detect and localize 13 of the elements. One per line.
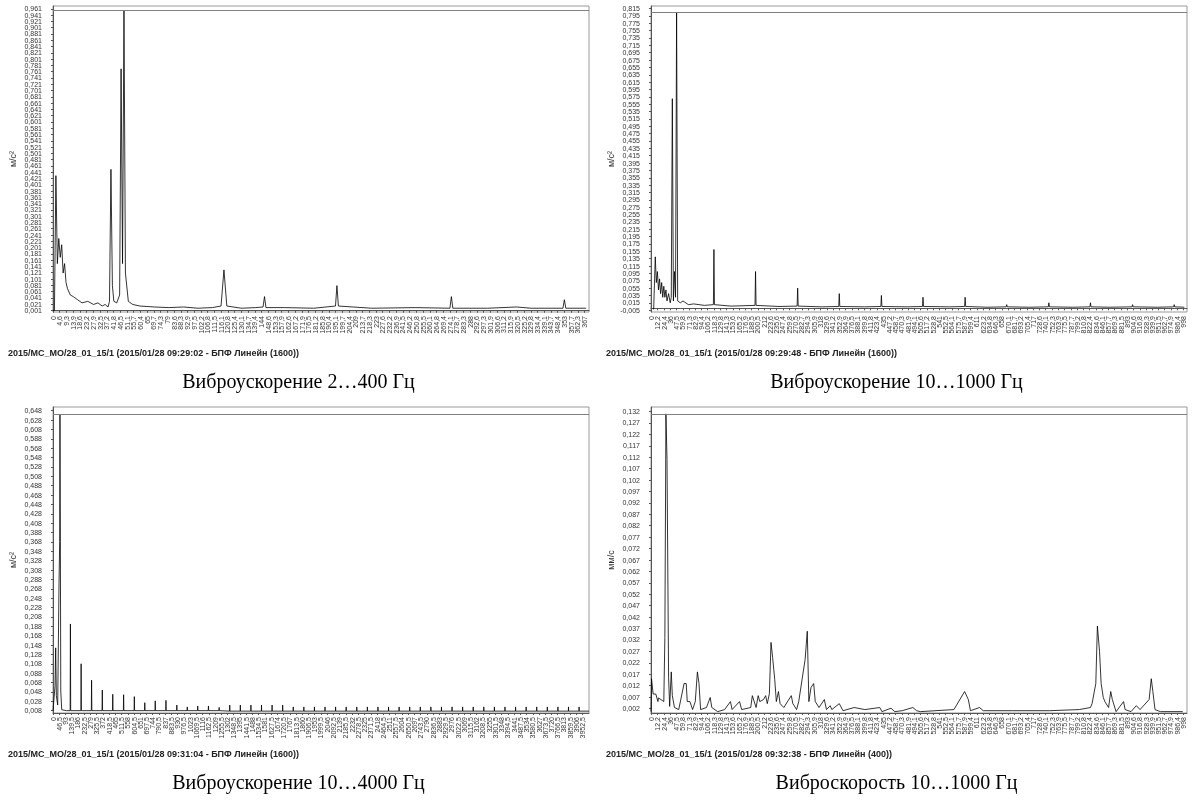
y-axis-title: м/с² <box>7 551 18 569</box>
text: 2015/МС_МО/28_01_15/1 (2015/01/28 09:31:04 - БПФ Линейн (1600)) <box>8 748 300 759</box>
line-series <box>650 413 1184 713</box>
y-axis-title: мм/с <box>605 549 616 570</box>
text: 2015/МС_МО/28_01_15/1 (2015/01/28 09:29:02 - БПФ Линейн (1600)) <box>8 347 300 358</box>
text: Виброускорение 2…400 Гц <box>182 370 416 393</box>
text: Виброускорение 10…1000 Гц <box>770 370 1024 393</box>
text: 2015/МС_МО/28_01_15/1 (2015/01/28 09:29:48 - БПФ Линейн (1600)) <box>606 347 898 358</box>
text: Виброускорение 10…4000 Гц <box>172 771 426 794</box>
text: Виброскорость 10…1000 Гц <box>775 771 1018 794</box>
text: 2015/МС_МО/28_01_15/1 (2015/01/28 09:32:38 - БПФ Линейн (400)) <box>606 748 893 759</box>
y-axis-title: м/с² <box>605 150 616 168</box>
y-axis-title: м/с² <box>7 150 18 168</box>
